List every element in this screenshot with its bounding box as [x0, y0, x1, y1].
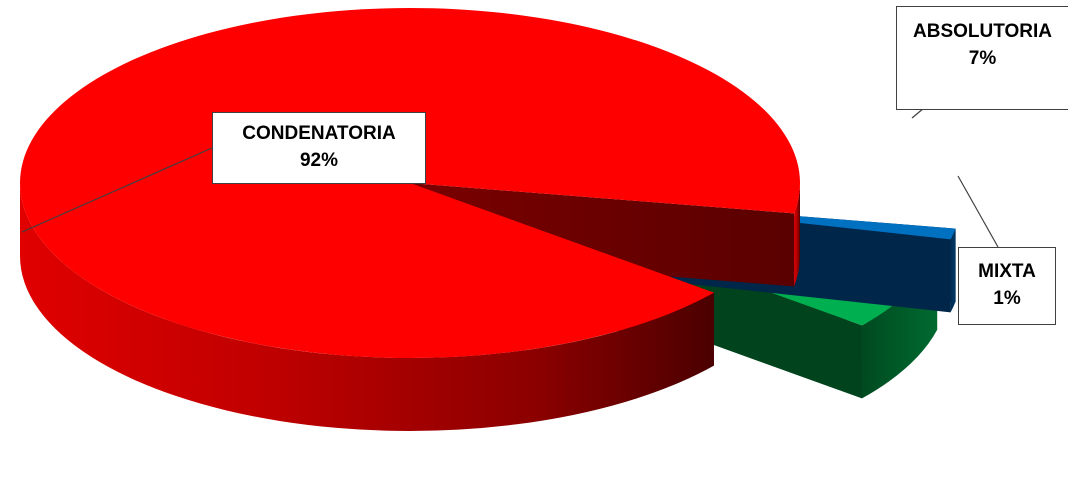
data-label-absolutoria: ABSOLUTORIA 7%: [896, 6, 1068, 110]
data-label-absolutoria-category: ABSOLUTORIA: [913, 21, 1052, 42]
leader-line-mixta: [957, 175, 999, 248]
pie-side-condenatoria: [794, 183, 800, 287]
data-label-mixta-category: MIXTA: [978, 261, 1036, 282]
data-label-condenatoria-percent: 92%: [299, 150, 339, 171]
data-label-condenatoria: CONDENATORIA 92%: [212, 112, 426, 184]
data-label-absolutoria-percent: 7%: [968, 48, 997, 69]
pie-side-condenatoria: [20, 183, 714, 431]
pie-side-mixta: [950, 228, 956, 313]
data-label-mixta-percent: 1%: [993, 288, 1021, 309]
data-label-condenatoria-category: CONDENATORIA: [242, 123, 396, 144]
data-label-mixta: MIXTA 1%: [958, 247, 1056, 325]
leader-line-condenatoria: [21, 147, 213, 233]
